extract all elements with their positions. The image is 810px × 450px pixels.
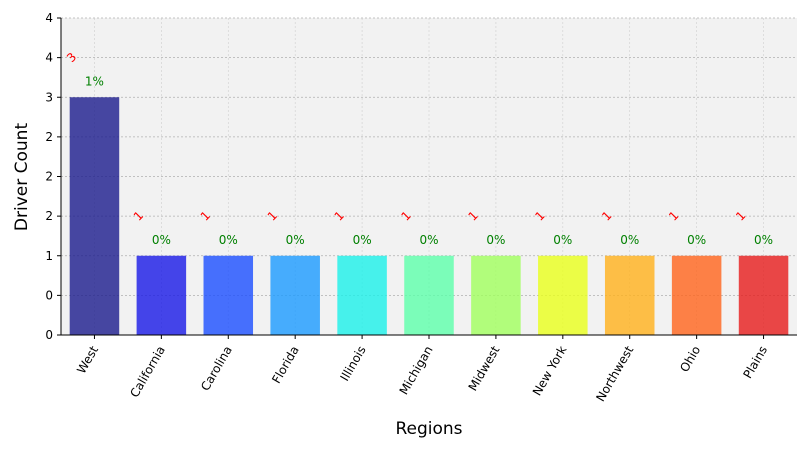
x-tick-label: Carolina <box>198 344 235 394</box>
bars <box>69 97 789 335</box>
y-tick-label: 0 <box>45 288 53 302</box>
percent-label: 0% <box>353 233 372 247</box>
y-tick-label: 1 <box>45 249 53 263</box>
bar-labels: 1%30%10%10%10%10%10%10%10%10%10%1 <box>64 50 773 247</box>
percent-label: 1% <box>85 74 104 88</box>
y-tick-label: 4 <box>45 11 53 25</box>
x-tick-label: Ohio <box>677 344 703 375</box>
percent-label: 0% <box>620 233 639 247</box>
x-tick-label: Florida <box>269 344 302 386</box>
bar <box>738 255 789 335</box>
percent-label: 0% <box>486 233 505 247</box>
x-tick-label: Illinois <box>338 344 369 384</box>
x-tick-label: West <box>74 343 101 376</box>
bar <box>404 255 454 335</box>
bar <box>337 255 387 335</box>
y-ticks: 0 0 1 2 2 2 3 4 4 <box>45 11 61 342</box>
x-ticks: West California Carolina Florida Illinois Mic… <box>74 335 770 404</box>
bar <box>136 255 187 335</box>
percent-label: 0% <box>419 233 438 247</box>
bar <box>203 255 254 335</box>
y-tick-label: 3 <box>45 90 53 104</box>
y-tick-label: 4 <box>45 51 53 65</box>
x-tick-label: California <box>127 344 168 400</box>
y-axis-title: Driver Count <box>12 123 32 232</box>
x-tick-label: Michigan <box>397 344 436 398</box>
y-tick-label: 2 <box>45 209 53 223</box>
y-tick-label: 2 <box>45 170 53 184</box>
y-tick-label: 0 <box>45 328 53 342</box>
bar <box>270 255 320 335</box>
x-tick-label: Midwest <box>466 343 503 393</box>
percent-label: 0% <box>286 233 305 247</box>
x-tick-label: New York <box>530 343 570 398</box>
x-axis-title: Regions <box>395 419 462 439</box>
x-tick-label: Northwest <box>593 343 636 404</box>
bar <box>671 255 722 335</box>
y-tick-label: 2 <box>45 130 53 144</box>
percent-label: 0% <box>754 233 773 247</box>
percent-label: 0% <box>687 233 706 247</box>
percent-label: 0% <box>219 233 238 247</box>
bar <box>471 255 521 335</box>
percent-label: 0% <box>152 233 171 247</box>
bar <box>604 255 655 335</box>
x-tick-label: Plains <box>740 344 770 381</box>
bar <box>69 97 120 335</box>
bar <box>538 255 588 335</box>
percent-label: 0% <box>553 233 572 247</box>
